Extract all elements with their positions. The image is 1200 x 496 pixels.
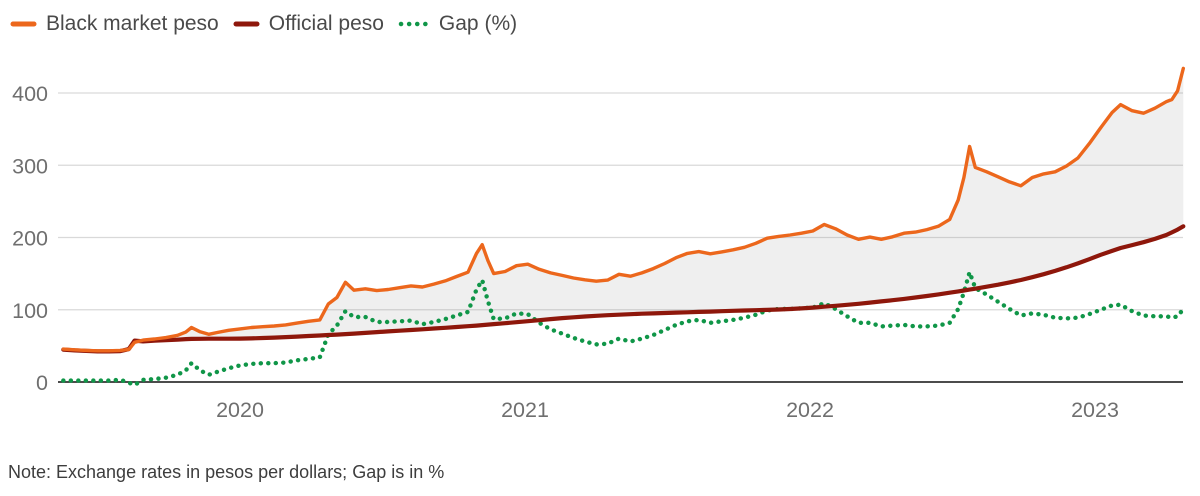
x-axis-tick-label: 2023 xyxy=(1071,398,1119,422)
official-peso-series-line xyxy=(61,224,1186,354)
chart-legend: Black market peso Official peso Gap (%) xyxy=(10,13,517,34)
x-axis-tick-label: 2021 xyxy=(501,398,549,422)
y-axis-tick-label: 300 xyxy=(12,154,48,178)
y-axis-tick-label: 200 xyxy=(12,227,48,251)
official-line-swatch-icon xyxy=(233,15,260,33)
x-axis-tick-label: 2022 xyxy=(786,398,834,422)
legend-label-official-peso: Official peso xyxy=(268,12,384,35)
legend-item-gap: Gap (%) xyxy=(398,13,517,34)
legend-label-black-market-peso: Black market peso xyxy=(46,12,219,35)
black-market-peso-series-line xyxy=(61,66,1186,353)
legend-item-official-peso: Official peso xyxy=(233,13,384,34)
line-chart-svg: 0 100 200 300 400 2020 2021 2022 2023 xyxy=(12,66,1186,422)
x-axis-tick-label: 2020 xyxy=(216,398,264,422)
y-axis-tick-label: 100 xyxy=(12,299,48,323)
black-market-line-swatch-icon xyxy=(10,15,37,33)
chart-footnote: Note: Exchange rates in pesos per dollar… xyxy=(8,462,445,482)
legend-item-black-market-peso: Black market peso xyxy=(10,13,219,34)
legend-label-gap: Gap (%) xyxy=(438,12,518,35)
y-axis-tick-label: 0 xyxy=(36,371,48,395)
gap-series-line xyxy=(61,264,1186,388)
gap-shaded-area xyxy=(63,68,1184,352)
y-axis-tick-label: 400 xyxy=(12,82,48,106)
